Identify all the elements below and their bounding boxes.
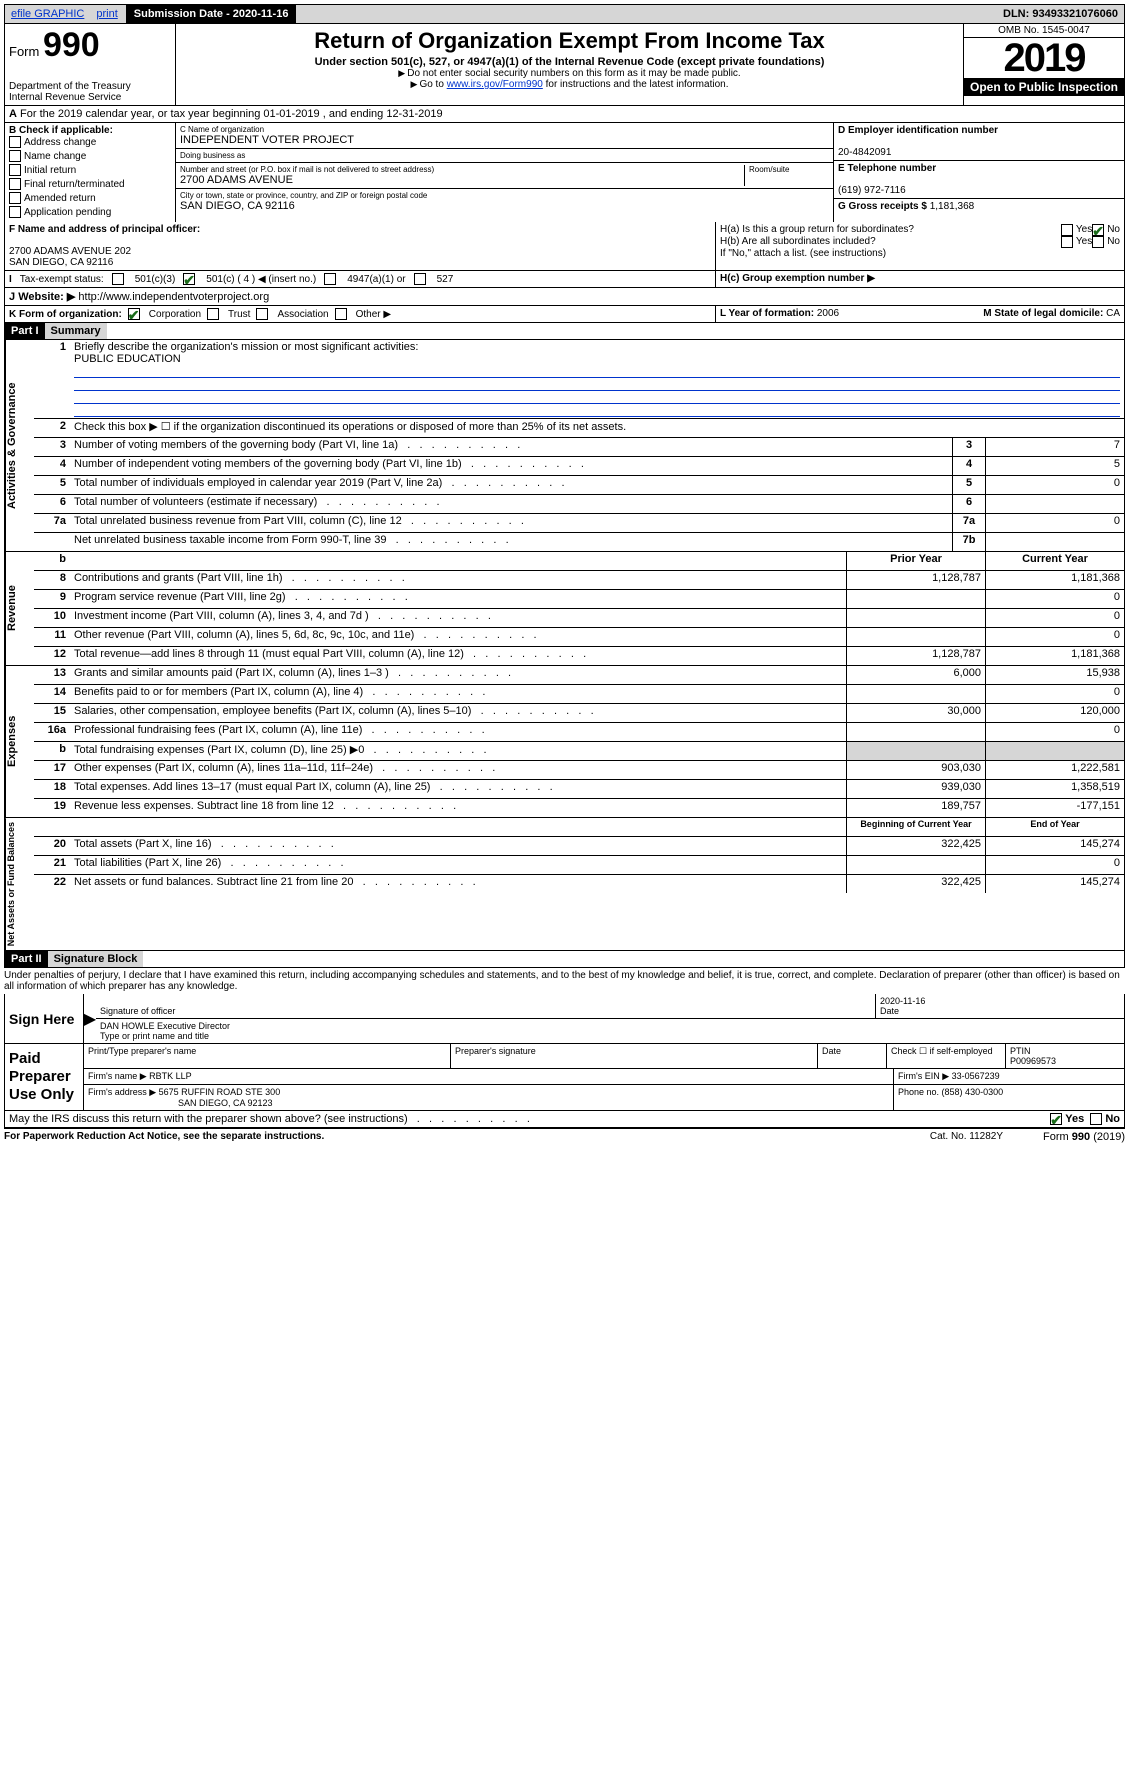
table-row: 16aProfessional fundraising fees (Part I… (34, 722, 1124, 741)
efile-link[interactable]: efile GRAPHIC (5, 6, 90, 22)
table-row: 19Revenue less expenses. Subtract line 1… (34, 798, 1124, 817)
table-row: 11Other revenue (Part VIII, column (A), … (34, 627, 1124, 646)
row-f-h: F Name and address of principal officer:… (4, 222, 1125, 271)
box-b: B Check if applicable: Address change Na… (5, 123, 176, 222)
chk-corp[interactable] (128, 308, 140, 320)
table-row: 14Benefits paid to or for members (Part … (34, 684, 1124, 703)
chk-501c3[interactable] (112, 273, 124, 285)
revenue-section: Revenue b Prior Year Current Year 8Contr… (4, 552, 1125, 666)
form-header: Form 990 Department of the Treasury Inte… (4, 24, 1125, 106)
open-to-public: Open to Public Inspection (964, 78, 1124, 96)
row-klm: K Form of organization: Corporation Trus… (4, 306, 1125, 323)
chk-trust[interactable] (207, 308, 219, 320)
table-row: 10Investment income (Part VIII, column (… (34, 608, 1124, 627)
discuss-row: May the IRS discuss this return with the… (4, 1111, 1125, 1128)
topbar: efile GRAPHIC print Submission Date - 20… (4, 4, 1125, 24)
arrow-icon: ▶ (84, 994, 96, 1043)
part1-header: Part ISummary (4, 323, 1125, 340)
table-row: 9Program service revenue (Part VIII, lin… (34, 589, 1124, 608)
dba-cell: Doing business as (176, 149, 833, 163)
side-expenses: Expenses (5, 666, 34, 817)
firm-name: RBTK LLP (149, 1071, 192, 1081)
chk-final-return[interactable] (9, 178, 21, 190)
discuss-yes[interactable] (1050, 1113, 1062, 1125)
ha-yes[interactable] (1061, 224, 1073, 236)
officer-address: 2700 ADAMS AVENUE 202 SAN DIEGO, CA 9211… (9, 246, 131, 268)
org-name-cell: C Name of organization INDEPENDENT VOTER… (176, 123, 833, 149)
ha-no[interactable] (1092, 224, 1104, 236)
side-governance: Activities & Governance (5, 340, 34, 551)
ein-cell: D Employer identification number 20-4842… (834, 123, 1124, 161)
chk-amended[interactable] (9, 192, 21, 204)
website: http://www.independentvoterproject.org (78, 291, 269, 303)
telephone: (619) 972-7116 (838, 185, 906, 196)
perjury-text: Under penalties of perjury, I declare th… (4, 968, 1125, 994)
discuss-no[interactable] (1090, 1113, 1102, 1125)
hb-yes[interactable] (1061, 236, 1073, 248)
netassets-section: Net Assets or Fund Balances Beginning of… (4, 818, 1125, 951)
chk-527[interactable] (414, 273, 426, 285)
table-row: 7aTotal unrelated business revenue from … (34, 513, 1124, 532)
entity-grid: B Check if applicable: Address change Na… (4, 123, 1125, 222)
dln: DLN: 93493321076060 (997, 6, 1124, 22)
sub2: Do not enter social security numbers on … (180, 68, 959, 79)
subtitle: Under section 501(c), 527, or 4947(a)(1)… (180, 56, 959, 68)
mission: PUBLIC EDUCATION (74, 353, 181, 365)
chk-assoc[interactable] (256, 308, 268, 320)
street-address: 2700 ADAMS AVENUE (180, 174, 744, 186)
address-cell: Number and street (or P.O. box if mail i… (176, 163, 833, 189)
chk-address-change[interactable] (9, 136, 21, 148)
table-row: 4Number of independent voting members of… (34, 456, 1124, 475)
table-row: 15Salaries, other compensation, employee… (34, 703, 1124, 722)
table-row: 20Total assets (Part X, line 16) 322,425… (34, 836, 1124, 855)
row-j: J Website: ▶ http://www.independentvoter… (4, 288, 1125, 306)
table-row: 22Net assets or fund balances. Subtract … (34, 874, 1124, 893)
row-a: A For the 2019 calendar year, or tax yea… (4, 106, 1125, 123)
firm-ein: 33-0567239 (952, 1071, 1000, 1081)
side-netassets: Net Assets or Fund Balances (5, 818, 34, 950)
chk-other[interactable] (335, 308, 347, 320)
table-row: 12Total revenue—add lines 8 through 11 (… (34, 646, 1124, 665)
table-row: 3Number of voting members of the governi… (34, 437, 1124, 456)
officer-name: DAN HOWLE Executive Director (100, 1021, 230, 1031)
form-number: Form 990 (9, 26, 171, 65)
table-row: 5Total number of individuals employed in… (34, 475, 1124, 494)
city-cell: City or town, state or province, country… (176, 189, 833, 214)
firm-phone: (858) 430-0300 (942, 1087, 1004, 1097)
chk-app-pending[interactable] (9, 206, 21, 218)
table-row: 17Other expenses (Part IX, column (A), l… (34, 760, 1124, 779)
chk-initial-return[interactable] (9, 164, 21, 176)
print-link[interactable]: print (90, 6, 123, 22)
governance-section: Activities & Governance 1 Briefly descri… (4, 340, 1125, 552)
org-name: INDEPENDENT VOTER PROJECT (180, 134, 829, 146)
expenses-section: Expenses 13Grants and similar amounts pa… (4, 666, 1125, 818)
table-row: 13Grants and similar amounts paid (Part … (34, 666, 1124, 684)
ein: 20-4842091 (838, 147, 891, 158)
dept: Department of the Treasury Internal Reve… (9, 81, 171, 103)
pa: Paid Preparer Use Only Print/Type prepar… (4, 1044, 1125, 1111)
row-i-hc: I Tax-exempt status: 501(c)(3) 501(c) ( … (4, 271, 1125, 288)
table-row: 6Total number of volunteers (estimate if… (34, 494, 1124, 513)
table-row: Net unrelated business taxable income fr… (34, 532, 1124, 551)
chk-501c[interactable] (183, 273, 195, 285)
footer: For Paperwork Reduction Act Notice, see … (4, 1128, 1125, 1145)
gross-receipts: G Gross receipts $ 1,181,368 (834, 199, 1124, 214)
phone-cell: E Telephone number (619) 972-7116 (834, 161, 1124, 199)
chk-name-change[interactable] (9, 150, 21, 162)
table-row: bTotal fundraising expenses (Part IX, co… (34, 741, 1124, 760)
form990-link[interactable]: www.irs.gov/Form990 (447, 79, 543, 90)
chk-4947[interactable] (324, 273, 336, 285)
sign-here: Sign Here ▶ Signature of officer 2020-11… (4, 994, 1125, 1044)
table-row: 18Total expenses. Add lines 13–17 (must … (34, 779, 1124, 798)
tax-year: 2019 (964, 38, 1124, 78)
table-row: 21Total liabilities (Part X, line 26) 0 (34, 855, 1124, 874)
submission-date: Submission Date - 2020-11-16 (126, 5, 297, 23)
ptin: P00969573 (1010, 1056, 1056, 1066)
form-title: Return of Organization Exempt From Incom… (180, 28, 959, 54)
part2-header: Part IISignature Block (4, 951, 1125, 968)
side-revenue: Revenue (5, 552, 34, 665)
table-row: 8Contributions and grants (Part VIII, li… (34, 570, 1124, 589)
sub3: Go to www.irs.gov/Form990 for instructio… (180, 79, 959, 90)
city-state-zip: SAN DIEGO, CA 92116 (180, 200, 829, 212)
